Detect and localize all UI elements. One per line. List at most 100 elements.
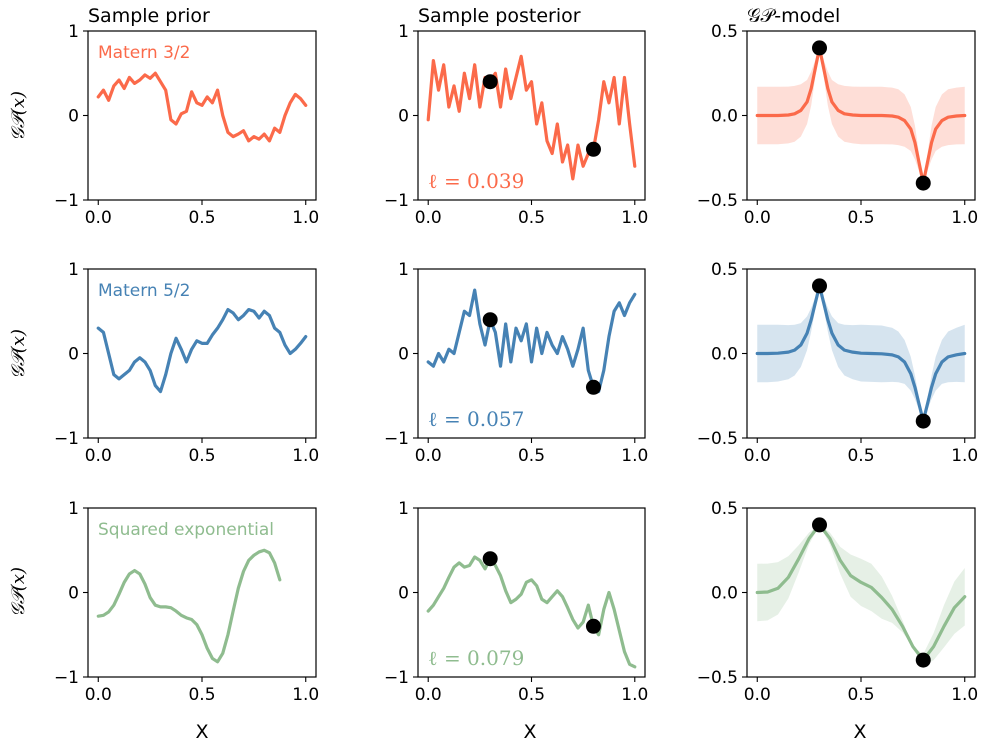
x-tick-label: 0.5 [188, 208, 215, 228]
observation-point [812, 517, 828, 533]
x-tick-label: 0.5 [847, 208, 874, 228]
x-tick-label: 0.0 [85, 685, 112, 705]
panel-posterior-row-3: 0.0 0.5 1.0 −1 0 1 ℓ = 0.079 [384, 499, 648, 705]
x-tick-label: 0.5 [847, 446, 874, 466]
panel-prior-row-2: 0.0 0.5 1.0 −1 0 1 Matern 5/2 [54, 260, 319, 466]
y-tick-label: 0.5 [711, 260, 738, 280]
y-tick-label: 1 [68, 499, 79, 519]
y-tick-label: 0 [398, 345, 409, 365]
x-tick-label: 1.0 [621, 208, 648, 228]
kernel-label: Matern 5/2 [98, 281, 190, 301]
observation-point [585, 379, 601, 395]
panel-posterior-row-2: 0.0 0.5 1.0 −1 0 1 ℓ = 0.057 [384, 260, 648, 466]
panel-posterior-row-1: 0.0 0.5 1.0 −1 0 1 ℓ = 0.039 [384, 22, 648, 228]
x-tick-label: 0.0 [744, 208, 771, 228]
length-scale-label: ℓ = 0.079 [428, 646, 524, 670]
y-tick-label: 0 [398, 584, 409, 604]
x-tick-label: 0.0 [415, 208, 442, 228]
x-tick-label: 1.0 [621, 446, 648, 466]
y-axis-label-row-2: 𝒢𝒫(x) [8, 329, 29, 379]
panel-prior-row-1: 0.0 0.5 1.0 −1 0 1 Matern 3/2 [54, 22, 319, 228]
x-tick-label: 1.0 [292, 685, 319, 705]
y-tick-label: 1 [68, 260, 79, 280]
plot-area-prior-2 [96, 307, 308, 394]
y-tick-label: −0.5 [697, 191, 738, 211]
x-tick-label: 0.0 [744, 685, 771, 705]
panels: 0.0 0.5 1.0 −1 0 1 Matern 3/2 0.0 0.5 1.0 −1 0 1 ℓ = … [54, 22, 978, 705]
plot-area-prior-1 [96, 71, 308, 143]
x-tick-label: 0.5 [518, 685, 545, 705]
x-tick-label: 0.0 [85, 446, 112, 466]
sample-line [426, 288, 637, 394]
observation-point [482, 551, 498, 567]
column-title-posterior: Sample posterior [418, 5, 581, 27]
x-tick-label: 0.0 [85, 208, 112, 228]
panel-gp-row-2: 0.0 0.5 1.0 −0.5 0.0 0.5 [697, 260, 979, 466]
x-tick-label: 1.0 [292, 208, 319, 228]
observation-point [915, 413, 931, 429]
x-tick-label: 0.5 [518, 446, 545, 466]
y-tick-label: 0.5 [711, 22, 738, 42]
x-tick-label: 1.0 [951, 446, 978, 466]
mean-line [755, 284, 967, 423]
observation-point [585, 141, 601, 157]
x-tick-label: 0.5 [518, 208, 545, 228]
y-tick-label: 0 [68, 107, 79, 127]
x-tick-label: 1.0 [951, 208, 978, 228]
y-tick-label: −1 [384, 191, 409, 211]
y-tick-label: −1 [54, 668, 79, 688]
y-tick-label: 1 [398, 22, 409, 42]
y-tick-label: −1 [384, 668, 409, 688]
length-scale-label: ℓ = 0.057 [428, 407, 524, 431]
x-tick-label: 0.5 [188, 685, 215, 705]
x-axis-label-col-1: X [195, 721, 208, 743]
y-tick-label: 0.0 [711, 584, 738, 604]
x-tick-label: 1.0 [951, 685, 978, 705]
x-tick-label: 1.0 [292, 446, 319, 466]
y-tick-label: −0.5 [697, 429, 738, 449]
y-tick-label: 0.0 [711, 345, 738, 365]
x-tick-label: 1.0 [621, 685, 648, 705]
y-tick-label: −1 [54, 191, 79, 211]
x-axis-label-col-2: X [523, 721, 536, 743]
y-tick-label: 0 [398, 107, 409, 127]
plot-area-posterior-1 [426, 54, 637, 181]
plot-area-gp-2 [755, 284, 967, 423]
observation-point [915, 652, 931, 668]
y-tick-label: 1 [398, 499, 409, 519]
x-tick-label: 0.0 [415, 685, 442, 705]
observation-point [585, 618, 601, 634]
plot-area-prior-3 [96, 548, 282, 664]
x-axis-label-col-3: X [853, 721, 866, 743]
plot-area-gp-1 [755, 46, 967, 185]
panel-gp-row-1: 0.0 0.5 1.0 −0.5 0.0 0.5 [697, 22, 979, 228]
y-tick-label: 1 [68, 22, 79, 42]
y-tick-label: 0.5 [711, 499, 738, 519]
y-axis-label-row-3: 𝒢𝒫(x) [8, 567, 29, 617]
column-title-gp-model: 𝒢𝒫-model [747, 5, 840, 27]
y-tick-label: −0.5 [697, 668, 738, 688]
sample-line [96, 71, 308, 143]
x-tick-label: 0.0 [744, 446, 771, 466]
observation-point [812, 40, 828, 56]
kernel-label: Matern 3/2 [98, 43, 190, 63]
kernel-label: Squared exponential [98, 520, 274, 540]
y-axis-label-row-1: 𝒢𝒫(x) [8, 91, 29, 141]
confidence-band [757, 524, 965, 667]
sample-line [96, 548, 282, 664]
observation-point [812, 278, 828, 294]
y-tick-label: −1 [54, 429, 79, 449]
mean-line [755, 46, 967, 185]
y-tick-label: 1 [398, 260, 409, 280]
y-tick-label: 0.0 [711, 107, 738, 127]
panel-prior-row-3: 0.0 0.5 1.0 −1 0 1 Squared exponential [54, 499, 319, 705]
y-tick-label: 0 [68, 345, 79, 365]
panel-gp-row-3: 0.0 0.5 1.0 −0.5 0.0 0.5 [697, 499, 979, 705]
x-tick-label: 0.0 [415, 446, 442, 466]
mean-line [755, 523, 967, 662]
y-tick-label: 0 [68, 584, 79, 604]
plot-area-gp-3 [755, 523, 967, 667]
length-scale-label: ℓ = 0.039 [428, 169, 524, 193]
column-title-prior: Sample prior [88, 5, 210, 27]
